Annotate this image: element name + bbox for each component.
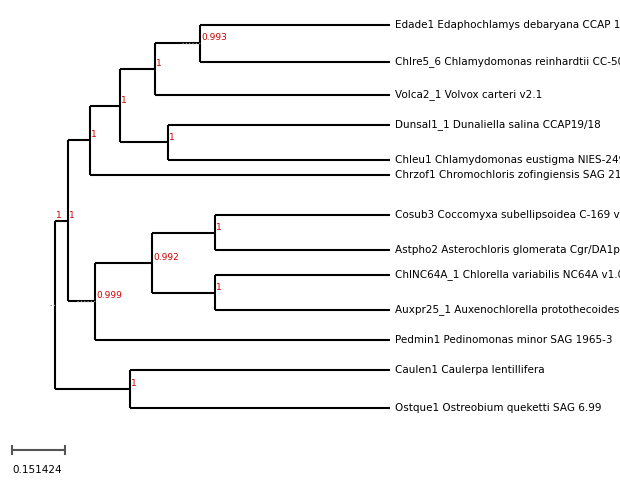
Text: 1: 1 bbox=[216, 282, 222, 292]
Text: 1: 1 bbox=[216, 223, 222, 231]
Text: Cosub3 Coccomyxa subellipsoidea C-169 v3.0: Cosub3 Coccomyxa subellipsoidea C-169 v3… bbox=[395, 210, 620, 220]
Text: 0.993: 0.993 bbox=[201, 34, 227, 42]
Text: Chrzof1 Chromochloris zofingiensis SAG 211-14 v5.0: Chrzof1 Chromochloris zofingiensis SAG 2… bbox=[395, 170, 620, 180]
Text: Dunsal1_1 Dunaliella salina CCAP19/18: Dunsal1_1 Dunaliella salina CCAP19/18 bbox=[395, 120, 601, 130]
Text: Ostque1 Ostreobium queketti SAG 6.99: Ostque1 Ostreobium queketti SAG 6.99 bbox=[395, 403, 601, 413]
Text: 1: 1 bbox=[156, 59, 162, 68]
Text: 0.151424: 0.151424 bbox=[12, 465, 61, 475]
Text: 1: 1 bbox=[169, 133, 175, 141]
Text: Edade1 Edaphochlamys debaryana CCAP 11/70: Edade1 Edaphochlamys debaryana CCAP 11/7… bbox=[395, 20, 620, 30]
Text: Pedmin1 Pedinomonas minor SAG 1965-3: Pedmin1 Pedinomonas minor SAG 1965-3 bbox=[395, 335, 613, 345]
Text: 1: 1 bbox=[121, 96, 126, 105]
Text: 1: 1 bbox=[91, 130, 97, 139]
Text: Chlre5_6 Chlamydomonas reinhardtii CC-503 v5.6: Chlre5_6 Chlamydomonas reinhardtii CC-50… bbox=[395, 56, 620, 68]
Text: Chleu1 Chlamydomonas eustigma NIES-2499: Chleu1 Chlamydomonas eustigma NIES-2499 bbox=[395, 155, 620, 165]
Text: Caulen1 Caulerpa lentillifera: Caulen1 Caulerpa lentillifera bbox=[395, 365, 544, 375]
Text: 1: 1 bbox=[69, 211, 75, 220]
Text: ChlNC64A_1 Chlorella variabilis NC64A v1.0: ChlNC64A_1 Chlorella variabilis NC64A v1… bbox=[395, 270, 620, 280]
Text: 0.992: 0.992 bbox=[153, 253, 179, 261]
Text: 1: 1 bbox=[56, 211, 62, 220]
Text: Astpho2 Asterochloris glomerata Cgr/DA1pho v2.0: Astpho2 Asterochloris glomerata Cgr/DA1p… bbox=[395, 245, 620, 255]
Text: 0.999: 0.999 bbox=[96, 291, 122, 300]
Text: 1: 1 bbox=[131, 379, 137, 388]
Text: Auxpr25_1 Auxenochlorella protothecoides UTEX 25: Auxpr25_1 Auxenochlorella protothecoides… bbox=[395, 305, 620, 315]
Text: Volca2_1 Volvox carteri v2.1: Volca2_1 Volvox carteri v2.1 bbox=[395, 89, 542, 101]
